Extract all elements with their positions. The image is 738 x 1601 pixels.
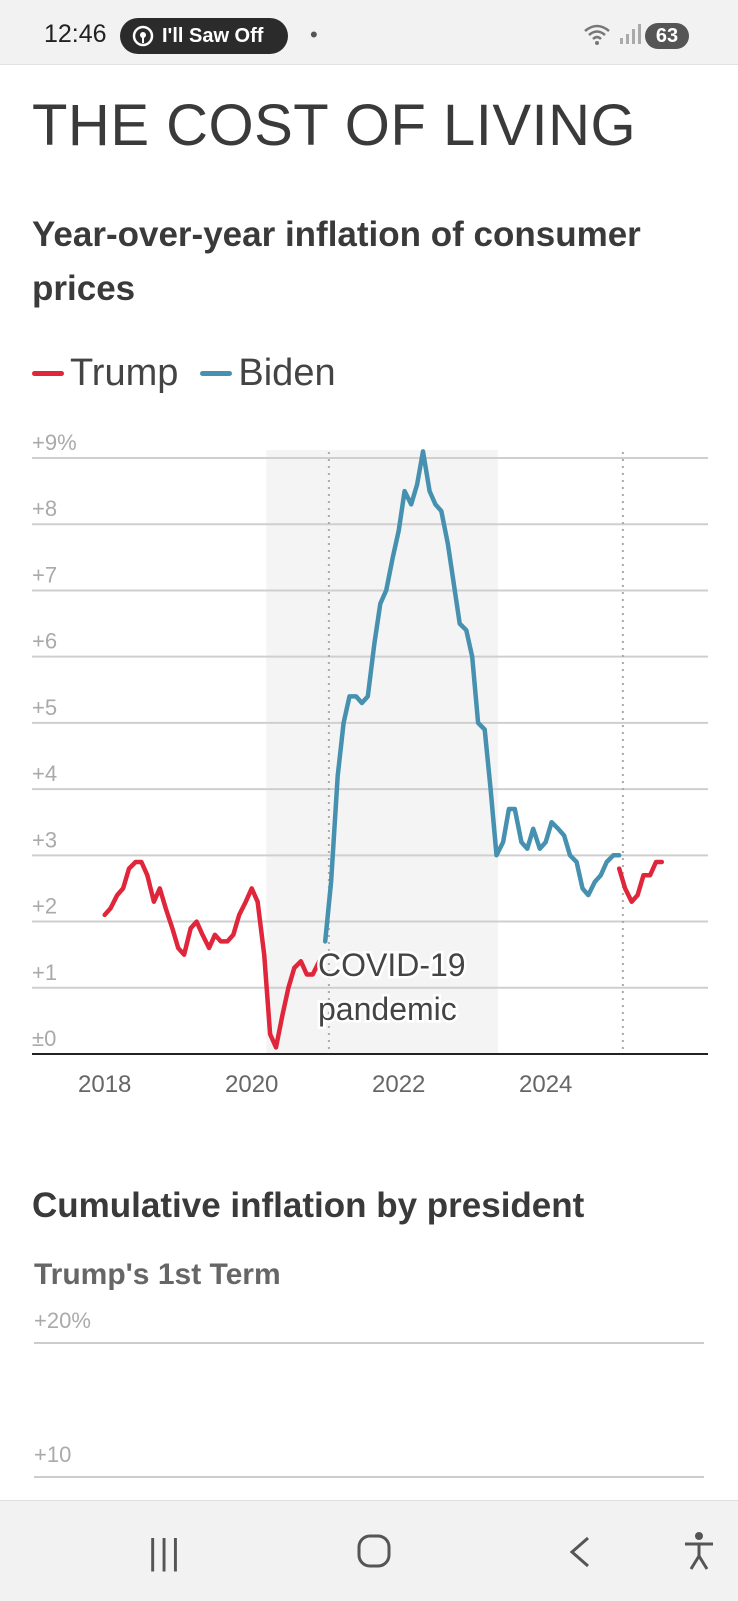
pandemic-shaded-band (266, 450, 498, 1054)
legend-label-biden: Biden (238, 352, 336, 394)
series-line-biden-1 (322, 449, 622, 944)
legend-item-trump: Trump (32, 352, 178, 395)
legend-swatch-trump (32, 371, 64, 376)
status-time: 12:46 (44, 20, 107, 48)
chart-legend: Trump Biden (32, 352, 358, 395)
page-title: THE COST OF LIVING (32, 93, 637, 158)
wifi-icon (584, 24, 610, 45)
y-tick-label: +6 (32, 629, 57, 654)
y-tick-label: +9% (32, 430, 77, 455)
y-tick-label: ±0 (32, 1026, 56, 1051)
cumulative-tick-20: +20% (34, 1308, 91, 1333)
media-notification-pill[interactable]: I'll Saw Off (120, 18, 288, 54)
media-label: I'll Saw Off (162, 24, 264, 47)
x-tick-label: 2020 (225, 1071, 278, 1098)
notification-dot: • (310, 22, 318, 47)
radio-icon (132, 25, 154, 47)
cumulative-gridline (34, 1476, 704, 1478)
y-tick-label: +2 (32, 894, 57, 919)
recent-apps-button[interactable]: ||| (148, 1531, 183, 1572)
y-tick-label: +3 (32, 827, 57, 852)
y-tick-label: +5 (32, 695, 57, 720)
status-bar: 12:46 I'll Saw Off • 63 (0, 0, 738, 65)
inflation-line-chart: ±0 +1 +2 +3 +4 +5 +6 +7 +8 +9% 2018 2020 2022 2024 COV… (32, 430, 708, 1098)
annotation-label: COVID-19 (318, 947, 466, 983)
y-tick-label: +4 (32, 761, 57, 786)
x-tick-label: 2024 (519, 1071, 572, 1098)
cumulative-gridline (34, 1342, 704, 1344)
series-line-trump-0 (102, 859, 322, 1050)
y-tick-label: +8 (32, 496, 57, 521)
y-tick-label: +1 (32, 960, 57, 985)
signal-icon (620, 24, 641, 44)
cumulative-tick-10: +10 (34, 1442, 72, 1467)
legend-swatch-biden (200, 371, 233, 376)
x-tick-label: 2018 (78, 1071, 131, 1098)
accessibility-icon[interactable] (682, 1531, 716, 1571)
series-line-trump-2 (616, 859, 665, 904)
cumulative-section-title: Cumulative inflation by president (32, 1186, 585, 1225)
navigation-bar: ||| (0, 1500, 738, 1601)
cumulative-subchart-title: Trump's 1st Term (34, 1258, 281, 1291)
x-tick-label: 2022 (372, 1071, 425, 1098)
chart-title: Year-over-year inflation of consumer pri… (32, 215, 641, 308)
back-button[interactable] (568, 1535, 592, 1569)
home-button[interactable] (356, 1533, 392, 1569)
legend-item-biden: Biden (200, 352, 336, 395)
battery-indicator: 63 (645, 23, 689, 49)
legend-label-trump: Trump (70, 352, 179, 394)
annotation-label: pandemic (318, 991, 457, 1027)
y-tick-label: +7 (32, 562, 57, 587)
